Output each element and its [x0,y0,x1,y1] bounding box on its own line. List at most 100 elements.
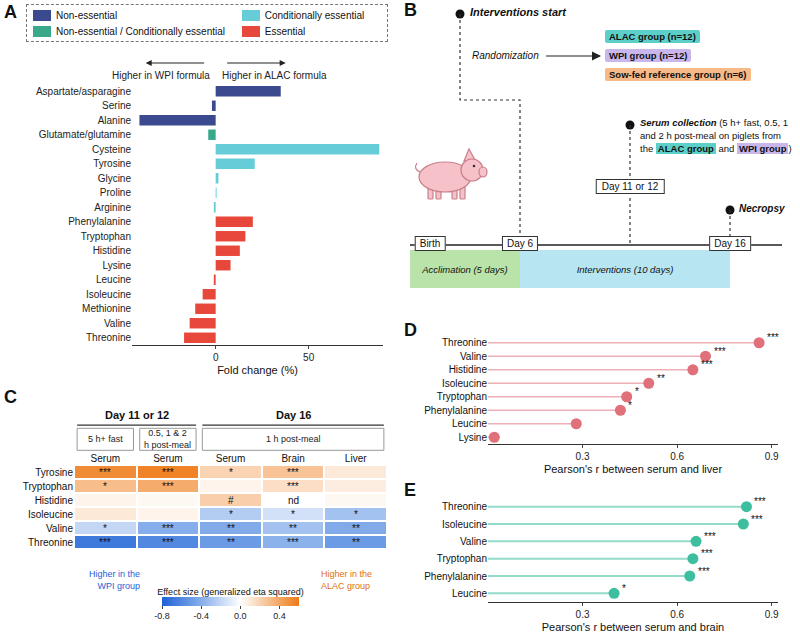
svg-text:Cysteine: Cysteine [92,144,131,155]
svg-text:1 h post-meal: 1 h post-meal [266,434,321,444]
svg-text:Phenylalanine: Phenylalanine [424,405,487,416]
svg-text:Higher in ALAC formula: Higher in ALAC formula [222,70,327,81]
svg-text:Isoleucine: Isoleucine [442,519,487,530]
svg-text:Isoleucine: Isoleucine [442,378,487,389]
svg-text:Arginine: Arginine [94,202,131,213]
svg-text:Glutamate/glutamine: Glutamate/glutamine [39,129,132,140]
svg-text:Effect size (generalized eta s: Effect size (generalized eta squared) [157,587,303,597]
svg-text:*: * [635,386,639,397]
svg-text:Threonine: Threonine [28,537,73,548]
svg-text:***: *** [701,359,713,370]
svg-text:0.9: 0.9 [765,609,779,620]
svg-text:Isoleucine: Isoleucine [28,509,73,520]
svg-text:***: *** [704,531,716,542]
svg-text:Serine: Serine [102,100,131,111]
svg-text:***: *** [698,566,710,577]
svg-text:Threonine: Threonine [442,337,487,348]
svg-text:Valine: Valine [460,536,487,547]
svg-text:Day 16: Day 16 [276,409,311,421]
svg-text:**: ** [657,373,665,384]
svg-text:***: *** [162,481,174,492]
svg-text:-0.4: -0.4 [193,611,209,621]
svg-text:nd: nd [288,495,299,506]
svg-text:-0.8: -0.8 [154,611,170,621]
svg-text:***: *** [754,496,766,507]
svg-text:Valine: Valine [104,318,131,329]
svg-text:Higher in WPI formula: Higher in WPI formula [112,70,210,81]
svg-text:*: * [229,509,233,520]
svg-text:***: *** [287,537,299,548]
svg-text:Higher in theWPI group: Higher in theWPI group [89,569,140,591]
svg-text:Serum: Serum [216,453,245,464]
svg-text:Histidine: Histidine [449,364,488,375]
svg-text:Tryptophan: Tryptophan [23,481,73,492]
svg-text:0.0: 0.0 [234,611,247,621]
svg-text:***: *** [701,548,713,559]
svg-text:Tyrosine: Tyrosine [35,467,73,478]
svg-text:Fold change (%): Fold change (%) [217,364,298,376]
svg-text:***: *** [714,346,726,357]
svg-text:**: ** [352,537,360,548]
svg-text:***: *** [99,467,111,478]
svg-text:Higher in theALAC group: Higher in theALAC group [321,569,372,591]
svg-text:Lysine: Lysine [458,432,487,443]
svg-text:0.6: 0.6 [670,609,684,620]
svg-text:**: ** [227,537,235,548]
svg-text:0.4: 0.4 [273,611,286,621]
svg-text:Tyrosine: Tyrosine [93,158,131,169]
svg-text:*: * [103,481,107,492]
svg-text:*: * [622,583,626,594]
svg-text:Histidine: Histidine [35,495,74,506]
svg-text:Threonine: Threonine [442,501,487,512]
svg-text:Methionine: Methionine [82,303,131,314]
svg-text:Serum: Serum [91,453,120,464]
svg-text:Alanine: Alanine [98,115,132,126]
svg-text:Phenylalanine: Phenylalanine [68,216,131,227]
svg-text:***: *** [162,523,174,534]
svg-text:*: * [628,400,632,411]
svg-text:#: # [228,495,234,506]
svg-text:0.3: 0.3 [576,451,590,462]
svg-text:Brain: Brain [281,453,304,464]
svg-text:Leucine: Leucine [452,588,487,599]
svg-text:Leucine: Leucine [96,274,131,285]
svg-text:Tryptophan: Tryptophan [81,231,131,242]
svg-text:Isoleucine: Isoleucine [86,289,131,300]
svg-text:Day 11 or 12: Day 11 or 12 [105,409,169,421]
svg-text:Serum: Serum [153,453,182,464]
svg-text:Glycine: Glycine [98,173,132,184]
svg-text:Aspartate/asparagine: Aspartate/asparagine [36,86,132,97]
svg-text:*: * [354,509,358,520]
svg-text:Pearson's r between serum and: Pearson's r between serum and brain [542,621,724,633]
svg-text:***: *** [751,514,763,525]
svg-text:*: * [103,523,107,534]
svg-text:Threonine: Threonine [86,332,131,343]
svg-text:Tryptophan: Tryptophan [437,553,487,564]
svg-text:Phenylalanine: Phenylalanine [424,571,487,582]
svg-text:***: *** [287,467,299,478]
svg-text:Pearson's r between serum and: Pearson's r between serum and liver [544,463,723,475]
svg-text:***: *** [162,467,174,478]
svg-text:Lysine: Lysine [102,260,131,271]
svg-text:Histidine: Histidine [93,245,132,256]
svg-text:0.5, 1 & 2h post-meal: 0.5, 1 & 2h post-meal [144,428,191,450]
svg-text:Valine: Valine [46,523,73,534]
svg-text:Proline: Proline [100,187,132,198]
svg-text:***: *** [767,332,779,343]
svg-text:5 h+ fast: 5 h+ fast [88,434,123,444]
svg-text:50: 50 [303,352,315,363]
svg-text:***: *** [162,537,174,548]
svg-text:Leucine: Leucine [452,418,487,429]
svg-text:***: *** [287,481,299,492]
svg-text:Liver: Liver [345,453,367,464]
svg-text:*: * [291,509,295,520]
svg-text:**: ** [352,523,360,534]
svg-text:Valine: Valine [460,351,487,362]
svg-text:0: 0 [213,352,219,363]
svg-text:0.6: 0.6 [670,451,684,462]
svg-text:**: ** [227,523,235,534]
svg-text:*: * [229,467,233,478]
svg-text:0.3: 0.3 [576,609,590,620]
svg-text:***: *** [99,537,111,548]
svg-text:0.9: 0.9 [765,451,779,462]
